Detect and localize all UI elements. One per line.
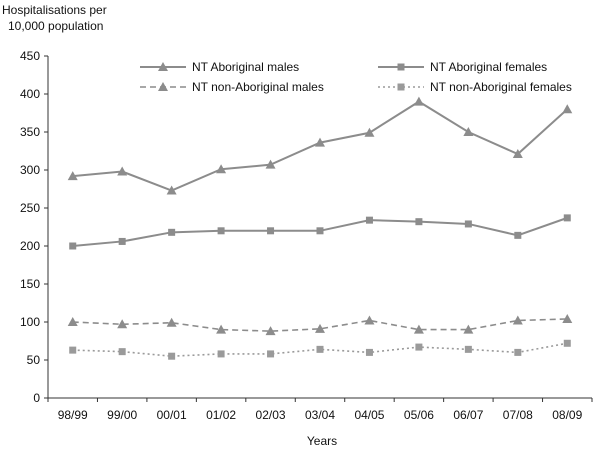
data-point bbox=[69, 346, 77, 354]
legend-marker bbox=[158, 82, 168, 91]
x-tick-label: 05/06 bbox=[404, 408, 434, 422]
legend-entry: NT Aboriginal males bbox=[140, 60, 299, 74]
y-axis-title-line2: 10,000 population bbox=[8, 19, 103, 33]
y-tick-label: 150 bbox=[20, 277, 40, 291]
series-3 bbox=[69, 339, 571, 360]
legend-label: NT Aboriginal females bbox=[430, 60, 547, 74]
y-tick-label: 100 bbox=[20, 315, 40, 329]
data-point bbox=[118, 237, 126, 245]
data-point bbox=[464, 345, 472, 353]
y-tick-label: 200 bbox=[20, 239, 40, 253]
data-point bbox=[365, 216, 373, 224]
data-point bbox=[166, 185, 177, 195]
data-point bbox=[67, 317, 78, 326]
data-point bbox=[265, 159, 276, 169]
data-point bbox=[168, 352, 176, 360]
data-point bbox=[514, 231, 522, 239]
y-axis-title-line1: Hospitalisations per bbox=[2, 3, 107, 17]
data-point bbox=[316, 227, 324, 235]
y-tick-label: 250 bbox=[20, 201, 40, 215]
data-point bbox=[117, 319, 128, 329]
data-point bbox=[364, 315, 375, 325]
legend: NT Aboriginal males NT Aboriginal females… bbox=[140, 60, 572, 94]
data-point bbox=[415, 343, 423, 351]
data-point bbox=[463, 127, 474, 136]
data-point bbox=[463, 324, 474, 334]
data-point bbox=[413, 96, 424, 106]
legend-marker bbox=[158, 62, 168, 71]
data-point bbox=[267, 350, 275, 358]
x-tick-label: 98/99 bbox=[58, 408, 88, 422]
data-point bbox=[69, 242, 77, 250]
data-point bbox=[413, 324, 424, 334]
legend-entry: NT non-Aboriginal females bbox=[378, 80, 572, 94]
y-tick-label: 450 bbox=[20, 49, 40, 63]
x-tick-label: 99/00 bbox=[107, 408, 137, 422]
legend-label: NT non-Aboriginal females bbox=[430, 80, 572, 94]
data-point bbox=[512, 149, 523, 159]
data-point bbox=[216, 164, 227, 174]
data-point bbox=[514, 348, 522, 356]
data-point bbox=[168, 228, 176, 236]
y-tick-label: 400 bbox=[20, 87, 40, 101]
data-point bbox=[365, 348, 373, 356]
data-point bbox=[316, 345, 324, 353]
data-point bbox=[118, 348, 126, 356]
y-tick-label: 350 bbox=[20, 125, 40, 139]
data-point bbox=[315, 137, 325, 147]
data-point bbox=[267, 227, 275, 235]
x-tick-label: 03/04 bbox=[305, 408, 335, 422]
x-tick-label: 06/07 bbox=[453, 408, 483, 422]
data-point bbox=[217, 350, 225, 358]
y-tick-label: 50 bbox=[27, 353, 41, 367]
legend-marker bbox=[397, 63, 405, 71]
data-point bbox=[464, 220, 472, 228]
data-point bbox=[562, 104, 573, 114]
legend-entry: NT non-Aboriginal males bbox=[140, 80, 324, 94]
data-point bbox=[512, 315, 523, 325]
x-tick-label: 01/02 bbox=[206, 408, 236, 422]
data-point bbox=[265, 326, 276, 336]
x-tick-label: 02/03 bbox=[256, 408, 286, 422]
data-point bbox=[563, 214, 571, 222]
series-2 bbox=[67, 313, 573, 336]
data-point bbox=[166, 317, 177, 327]
plot-area: 0 50 100 150 200 250 300 350 400 450 98/99 99/00 00/… bbox=[20, 49, 593, 422]
series-0 bbox=[67, 96, 573, 195]
data-point bbox=[67, 171, 78, 181]
data-point bbox=[117, 166, 128, 176]
data-point bbox=[217, 227, 225, 235]
data-point bbox=[216, 324, 227, 334]
x-tick-label: 07/08 bbox=[503, 408, 533, 422]
x-tick-label: 04/05 bbox=[354, 408, 384, 422]
data-point bbox=[563, 339, 571, 347]
data-point bbox=[415, 218, 423, 226]
y-tick-label: 0 bbox=[33, 391, 40, 405]
data-point bbox=[315, 323, 325, 333]
x-tick-label: 08/09 bbox=[552, 408, 582, 422]
series-line bbox=[72, 318, 568, 332]
y-tick-label: 300 bbox=[20, 163, 40, 177]
data-point bbox=[364, 127, 375, 137]
legend-marker bbox=[397, 83, 405, 91]
legend-label: NT non-Aboriginal males bbox=[192, 80, 324, 94]
data-point bbox=[562, 313, 573, 323]
legend-label: NT Aboriginal males bbox=[192, 60, 299, 74]
x-axis-title: Years bbox=[307, 434, 337, 448]
x-tick-label: 00/01 bbox=[157, 408, 187, 422]
legend-entry: NT Aboriginal females bbox=[378, 60, 547, 74]
series-1 bbox=[69, 214, 571, 250]
